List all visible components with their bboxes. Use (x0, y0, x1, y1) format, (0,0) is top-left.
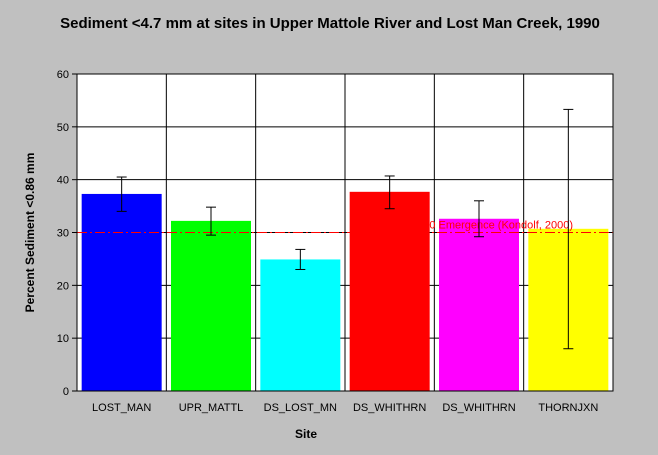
bar (81, 193, 162, 391)
y-tick-label: 50 (57, 122, 69, 134)
x-tick-label: DS_WHITHRN (442, 402, 515, 414)
y-axis-label: Percent Sediment <0.86 mm (23, 153, 37, 313)
x-tick-label: THORNJXN (538, 402, 598, 414)
y-tick-label: 10 (57, 333, 69, 345)
x-tick-label: DS_LOST_MN (264, 402, 337, 414)
x-tick-label: LOST_MAN (92, 402, 151, 414)
bar (439, 218, 519, 391)
bar (171, 220, 251, 391)
bar (349, 191, 430, 391)
y-tick-label: 30 (57, 228, 69, 240)
y-tick-label: 20 (57, 280, 69, 292)
y-tick-label: 60 (57, 69, 69, 81)
y-tick-label: 0 (63, 386, 69, 398)
reference-line-label: 0 Emergence (Kondolf, 2000) (429, 220, 573, 232)
x-axis-label: Site (295, 427, 317, 441)
plot-border (76, 73, 614, 392)
chart-title: Sediment <4.7 mm at sites in Upper Matto… (60, 15, 600, 32)
y-tick-label: 40 (57, 175, 69, 187)
x-tick-label: UPR_MATTL (179, 402, 244, 414)
bar (260, 259, 341, 391)
x-tick-label: DS_WHITHRN (353, 402, 426, 414)
